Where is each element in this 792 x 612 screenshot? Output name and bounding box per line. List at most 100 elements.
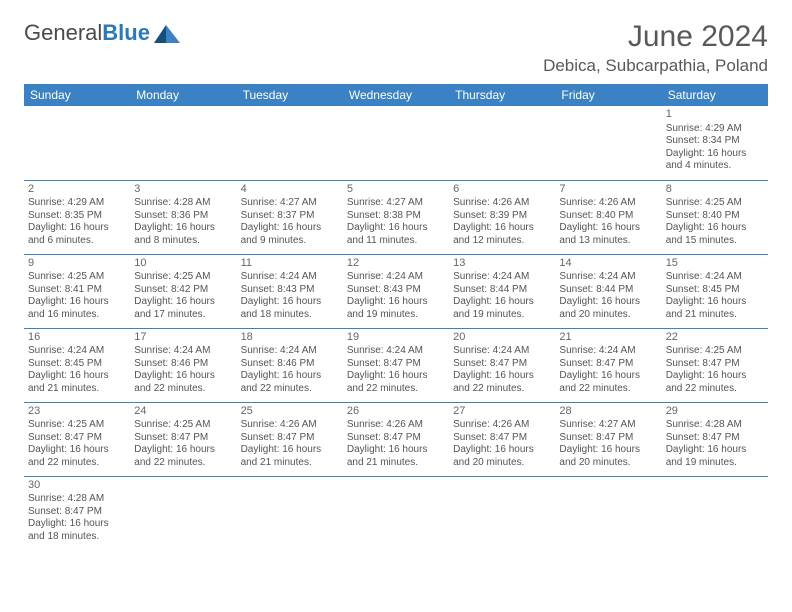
sunrise-line: Sunrise: 4:24 AM (453, 345, 551, 358)
sunset-line: Sunset: 8:38 PM (347, 210, 445, 223)
calendar-row: 30Sunrise: 4:28 AMSunset: 8:47 PMDayligh… (24, 476, 768, 550)
sunrise-line: Sunrise: 4:24 AM (134, 345, 232, 358)
calendar-empty (662, 476, 768, 550)
day-number: 24 (134, 405, 232, 419)
day-number: 23 (28, 405, 126, 419)
calendar-empty (343, 476, 449, 550)
daylight-line: Daylight: 16 hours and 21 minutes. (241, 444, 339, 469)
sunset-line: Sunset: 8:40 PM (559, 210, 657, 223)
sunrise-line: Sunrise: 4:28 AM (28, 493, 126, 506)
calendar-day: 7Sunrise: 4:26 AMSunset: 8:40 PMDaylight… (555, 180, 661, 254)
calendar-day: 17Sunrise: 4:24 AMSunset: 8:46 PMDayligh… (130, 328, 236, 402)
sunrise-line: Sunrise: 4:24 AM (666, 271, 764, 284)
calendar-empty (237, 476, 343, 550)
title-block: June 2024 Debica, Subcarpathia, Poland (543, 20, 768, 76)
weekday-header: Thursday (449, 84, 555, 106)
calendar-day: 18Sunrise: 4:24 AMSunset: 8:46 PMDayligh… (237, 328, 343, 402)
daylight-line: Daylight: 16 hours and 19 minutes. (453, 296, 551, 321)
sunrise-line: Sunrise: 4:27 AM (241, 197, 339, 210)
sunset-line: Sunset: 8:47 PM (453, 358, 551, 371)
location: Debica, Subcarpathia, Poland (543, 56, 768, 76)
day-number: 1 (666, 108, 764, 122)
calendar-day: 28Sunrise: 4:27 AMSunset: 8:47 PMDayligh… (555, 402, 661, 476)
calendar-day: 14Sunrise: 4:24 AMSunset: 8:44 PMDayligh… (555, 254, 661, 328)
brand-icon (154, 23, 182, 43)
calendar-row: 9Sunrise: 4:25 AMSunset: 8:41 PMDaylight… (24, 254, 768, 328)
calendar-day: 26Sunrise: 4:26 AMSunset: 8:47 PMDayligh… (343, 402, 449, 476)
sunrise-line: Sunrise: 4:26 AM (559, 197, 657, 210)
calendar-day: 16Sunrise: 4:24 AMSunset: 8:45 PMDayligh… (24, 328, 130, 402)
sunrise-line: Sunrise: 4:24 AM (28, 345, 126, 358)
sunset-line: Sunset: 8:44 PM (559, 284, 657, 297)
weekday-header: Saturday (662, 84, 768, 106)
calendar-day: 9Sunrise: 4:25 AMSunset: 8:41 PMDaylight… (24, 254, 130, 328)
daylight-line: Daylight: 16 hours and 13 minutes. (559, 222, 657, 247)
day-number: 21 (559, 331, 657, 345)
day-number: 14 (559, 257, 657, 271)
day-number: 8 (666, 183, 764, 197)
sunset-line: Sunset: 8:44 PM (453, 284, 551, 297)
daylight-line: Daylight: 16 hours and 6 minutes. (28, 222, 126, 247)
calendar-day: 25Sunrise: 4:26 AMSunset: 8:47 PMDayligh… (237, 402, 343, 476)
calendar-empty (449, 476, 555, 550)
weekday-header: Monday (130, 84, 236, 106)
sunrise-line: Sunrise: 4:24 AM (559, 345, 657, 358)
day-number: 9 (28, 257, 126, 271)
daylight-line: Daylight: 16 hours and 11 minutes. (347, 222, 445, 247)
sunset-line: Sunset: 8:36 PM (134, 210, 232, 223)
sunset-line: Sunset: 8:41 PM (28, 284, 126, 297)
calendar-day: 1Sunrise: 4:29 AMSunset: 8:34 PMDaylight… (662, 106, 768, 180)
weekday-header: Wednesday (343, 84, 449, 106)
daylight-line: Daylight: 16 hours and 21 minutes. (28, 370, 126, 395)
day-number: 11 (241, 257, 339, 271)
calendar-empty (449, 106, 555, 180)
day-number: 19 (347, 331, 445, 345)
sunset-line: Sunset: 8:47 PM (559, 432, 657, 445)
daylight-line: Daylight: 16 hours and 20 minutes. (559, 296, 657, 321)
sunset-line: Sunset: 8:46 PM (134, 358, 232, 371)
sunset-line: Sunset: 8:46 PM (241, 358, 339, 371)
sunset-line: Sunset: 8:43 PM (241, 284, 339, 297)
daylight-line: Daylight: 16 hours and 22 minutes. (453, 370, 551, 395)
weekday-header: Friday (555, 84, 661, 106)
sunrise-line: Sunrise: 4:24 AM (559, 271, 657, 284)
daylight-line: Daylight: 16 hours and 20 minutes. (453, 444, 551, 469)
daylight-line: Daylight: 16 hours and 22 minutes. (559, 370, 657, 395)
sunrise-line: Sunrise: 4:25 AM (28, 271, 126, 284)
calendar-empty (130, 106, 236, 180)
sunset-line: Sunset: 8:47 PM (241, 432, 339, 445)
sunset-line: Sunset: 8:43 PM (347, 284, 445, 297)
sunset-line: Sunset: 8:34 PM (666, 135, 764, 148)
daylight-line: Daylight: 16 hours and 15 minutes. (666, 222, 764, 247)
day-number: 15 (666, 257, 764, 271)
day-number: 27 (453, 405, 551, 419)
calendar-day: 24Sunrise: 4:25 AMSunset: 8:47 PMDayligh… (130, 402, 236, 476)
day-number: 18 (241, 331, 339, 345)
calendar-empty (24, 106, 130, 180)
day-number: 26 (347, 405, 445, 419)
calendar-day: 20Sunrise: 4:24 AMSunset: 8:47 PMDayligh… (449, 328, 555, 402)
sunset-line: Sunset: 8:39 PM (453, 210, 551, 223)
calendar-day: 3Sunrise: 4:28 AMSunset: 8:36 PMDaylight… (130, 180, 236, 254)
daylight-line: Daylight: 16 hours and 22 minutes. (666, 370, 764, 395)
calendar-day: 5Sunrise: 4:27 AMSunset: 8:38 PMDaylight… (343, 180, 449, 254)
calendar-day: 11Sunrise: 4:24 AMSunset: 8:43 PMDayligh… (237, 254, 343, 328)
calendar-empty (343, 106, 449, 180)
calendar-body: 1Sunrise: 4:29 AMSunset: 8:34 PM Daylight… (24, 106, 768, 550)
sunrise-line: Sunrise: 4:29 AM (666, 123, 764, 136)
day-number: 12 (347, 257, 445, 271)
calendar-row: 23Sunrise: 4:25 AMSunset: 8:47 PMDayligh… (24, 402, 768, 476)
daylight-line: Daylight: 16 hours and 22 minutes. (134, 370, 232, 395)
sunrise-line: Sunrise: 4:26 AM (453, 197, 551, 210)
sunset-line: Sunset: 8:47 PM (559, 358, 657, 371)
sunrise-line: Sunrise: 4:25 AM (134, 271, 232, 284)
sunset-line: Sunset: 8:45 PM (28, 358, 126, 371)
weekday-header: Sunday (24, 84, 130, 106)
daylight-line: Daylight: 16 hours and 18 minutes. (241, 296, 339, 321)
daylight-line: Daylight: 16 hours and 17 minutes. (134, 296, 232, 321)
daylight-line: Daylight: 16 hours and 22 minutes. (241, 370, 339, 395)
sunset-line: Sunset: 8:47 PM (347, 358, 445, 371)
calendar-day: 15Sunrise: 4:24 AMSunset: 8:45 PMDayligh… (662, 254, 768, 328)
day-number: 5 (347, 183, 445, 197)
sunrise-line: Sunrise: 4:24 AM (453, 271, 551, 284)
